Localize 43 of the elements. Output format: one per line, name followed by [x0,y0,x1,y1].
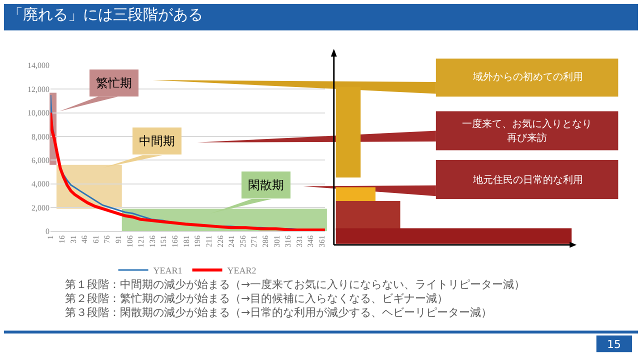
chart-title: 「廃れる」には三段階がある [8,5,203,24]
x-tick-label: 1 [46,235,56,240]
x-tick-label: 241 [227,235,236,248]
x-tick-label: 286 [261,235,270,248]
x-tick-label: 121 [136,235,146,248]
y-tick-label: 4,000 [32,180,50,189]
x-tick-label: 301 [272,235,282,248]
annotation: 繁忙期 [96,76,132,90]
annotation: 中間期 [139,134,175,148]
y-tick-label: 12,000 [28,84,50,94]
x-tick-label: 31 [68,235,78,244]
x-tick-label: 91 [114,235,124,244]
x-tick-label: 196 [193,235,202,248]
x-tick-label: 151 [159,235,168,248]
x-tick-label: 226 [216,235,225,248]
y-tick-label: 8,000 [32,132,50,142]
x-tick-label: 316 [284,235,293,248]
y-tick-label: 2,000 [32,203,50,212]
x-tick-label: 106 [125,235,134,248]
x-tick-label: 166 [170,235,180,248]
x-tick-label: 271 [250,235,259,248]
x-tick-label: 76 [102,235,112,244]
text: 15 [607,338,621,351]
y-tick-label: 0 [46,226,50,236]
x-tick-label: 346 [306,235,316,248]
x-tick-label: 181 [182,235,191,248]
x-tick-label: 256 [238,235,248,248]
annotation: 閑散期 [248,178,284,192]
x-tick-label: 211 [204,235,214,248]
x-tick-label: 361 [318,235,327,248]
text: 第２段階：繁忙期の減少が始まる（→目的候補に入らなくなる、ビギナー減） [65,292,448,305]
text: 第３段階：閑散期の減少が始まる（→日常的な利用が減少する、ヘビーリピーター減） [65,306,492,319]
x-tick-label: 61 [91,235,100,244]
text: 第１段階：中間期の減少が始まる（→一度来てお気に入りにならない、ライトリピーター減） [65,278,526,291]
legend-label: YEAR2 [227,266,256,276]
y-tick-label: 14,000 [28,61,50,70]
y-tick-label: 10,000 [28,108,50,118]
x-tick-label: 46 [80,235,90,244]
x-tick-label: 16 [57,235,66,244]
x-tick-label: 331 [294,235,304,248]
y-tick-label: 6,000 [32,156,50,165]
x-tick-label: 136 [148,235,157,248]
legend-label: YEAR1 [153,266,182,276]
